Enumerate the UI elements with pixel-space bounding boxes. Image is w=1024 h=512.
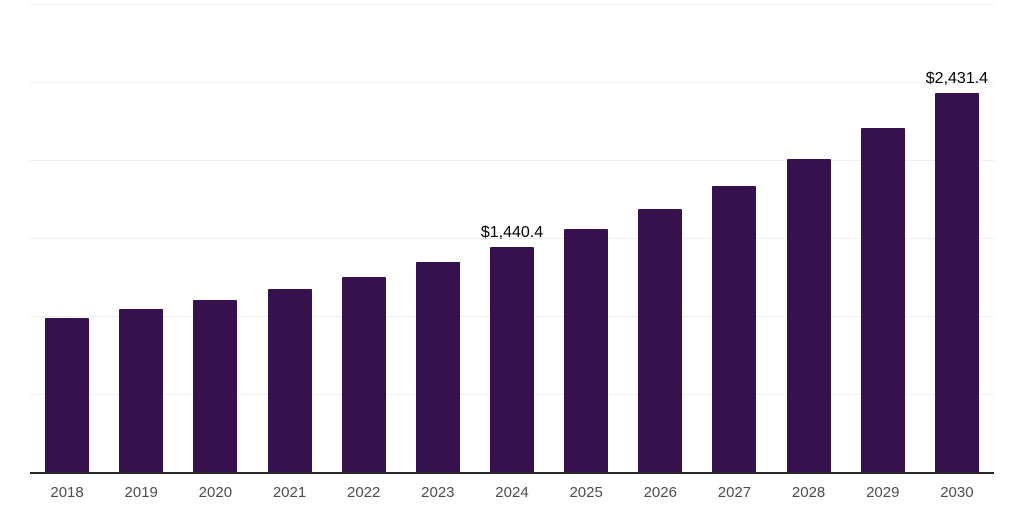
x-tick-label-2018: 2018 bbox=[50, 484, 84, 501]
gridline-2500 bbox=[30, 82, 994, 83]
bar-2025[interactable] bbox=[564, 229, 609, 472]
gridline-3000 bbox=[30, 4, 994, 5]
bars-container: $1,440.4 $2,431.4 bbox=[30, 4, 994, 472]
x-tick-label-2019: 2019 bbox=[124, 484, 158, 501]
bar-value-label-2024: $1,440.4 bbox=[480, 224, 544, 242]
x-tick-label-2027: 2027 bbox=[717, 484, 752, 501]
x-tick-label-2021: 2021 bbox=[272, 484, 307, 501]
gridline-1500 bbox=[30, 238, 994, 239]
bar-2022[interactable] bbox=[341, 277, 386, 472]
x-tick-label-2024: 2024 bbox=[495, 484, 529, 501]
bar-2024[interactable] bbox=[490, 247, 534, 472]
bar-2028[interactable] bbox=[786, 159, 831, 472]
bar-2030[interactable] bbox=[934, 92, 979, 472]
x-tick-label-2023: 2023 bbox=[421, 484, 455, 501]
bar-2018[interactable] bbox=[45, 317, 90, 472]
x-tick-label-2025: 2025 bbox=[569, 484, 603, 501]
bar-2026[interactable] bbox=[638, 209, 683, 472]
bar-2019[interactable] bbox=[119, 308, 164, 472]
bar-2023[interactable] bbox=[415, 262, 460, 472]
x-tick-label-2028: 2028 bbox=[791, 484, 826, 501]
x-tick-label-2030: 2030 bbox=[940, 484, 974, 501]
x-axis-line bbox=[30, 472, 994, 474]
gridline-2000 bbox=[30, 160, 994, 161]
bar-value-label-2030: $2,431.4 bbox=[925, 69, 989, 87]
x-tick-label-2026: 2026 bbox=[643, 484, 677, 501]
x-tick-label-2022: 2022 bbox=[346, 484, 381, 501]
plot-area: $1,440.4 $2,431.4 bbox=[30, 4, 994, 474]
bar-2020[interactable] bbox=[193, 299, 238, 472]
bar-2029[interactable] bbox=[860, 127, 905, 472]
x-tick-label-2020: 2020 bbox=[198, 484, 233, 501]
x-axis-tick-labels: 2018 2019 2020 2021 2022 2023 2024 2025 2026 2027… bbox=[30, 484, 994, 504]
bar-2027[interactable] bbox=[712, 185, 757, 472]
bar-2021[interactable] bbox=[267, 289, 312, 472]
x-tick-label-2029: 2029 bbox=[866, 484, 900, 501]
